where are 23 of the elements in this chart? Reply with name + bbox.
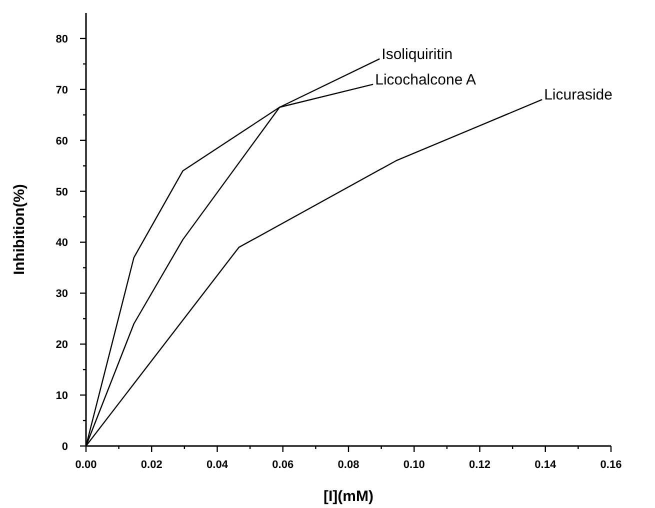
y-tick-label: 70 bbox=[56, 84, 68, 96]
x-tick-label: 0.08 bbox=[338, 459, 360, 471]
y-tick-label: 30 bbox=[56, 288, 68, 300]
y-tick-label: 40 bbox=[56, 237, 68, 250]
y-tick-label: 0 bbox=[62, 441, 68, 453]
series-label: Isoliquiritin bbox=[382, 46, 453, 63]
x-tick-label: 0.02 bbox=[140, 459, 162, 471]
x-axis-title: [I](mM) bbox=[324, 488, 374, 505]
y-tick-label: 50 bbox=[56, 186, 68, 198]
series-label: Licochalcone A bbox=[375, 71, 476, 88]
y-tick-label: 10 bbox=[56, 390, 68, 402]
x-tick-label: 0.10 bbox=[403, 459, 425, 471]
x-tick-label: 0.12 bbox=[469, 459, 490, 471]
y-tick-label: 60 bbox=[56, 135, 68, 148]
y-tick-label: 20 bbox=[56, 339, 68, 352]
x-tick-label: 0.14 bbox=[534, 459, 557, 471]
x-tick-label: 0.04 bbox=[206, 459, 229, 471]
x-tick-label: 0.00 bbox=[75, 459, 97, 471]
x-tick-label: 0.06 bbox=[272, 459, 294, 471]
y-axis-title: Inhibition(%) bbox=[11, 184, 28, 275]
series-label: Licuraside bbox=[544, 86, 612, 104]
x-tick-label: 0.16 bbox=[600, 459, 622, 471]
y-tick-label: 80 bbox=[56, 33, 68, 46]
